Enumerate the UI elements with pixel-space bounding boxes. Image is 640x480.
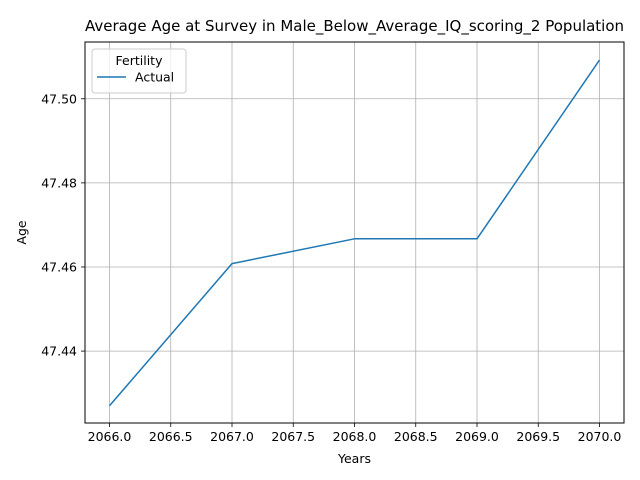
x-tick-label: 2067.0 [210,429,254,444]
chart-title: Average Age at Survey in Male_Below_Aver… [85,17,624,36]
y-tick-label: 47.44 [41,344,77,359]
x-tick-label: 2070.0 [578,429,622,444]
y-tick-label: 47.48 [41,175,77,190]
y-tick-label: 47.50 [41,91,77,106]
grid-lines [85,42,624,423]
x-axis-ticks: 2066.0 2066.5 2067.0 2067.5 2068.0 2068.5 2069… [88,423,622,444]
x-tick-label: 2067.5 [271,429,315,444]
x-tick-label: 2068.0 [333,429,377,444]
legend-box [91,48,187,94]
x-axis-label: Years [337,451,371,466]
legend: Fertility Actual [91,48,187,94]
x-tick-label: 2069.5 [516,429,560,444]
y-axis-ticks: 47.44 47.46 47.48 47.50 [41,91,85,359]
x-tick-label: 2069.0 [455,429,499,444]
y-tick-label: 47.46 [41,259,77,274]
x-tick-label: 2068.5 [394,429,438,444]
series-line [108,59,601,407]
legend-label: Actual [135,70,174,85]
series-layer [108,59,601,407]
x-tick-label: 2066.5 [149,429,193,444]
x-tick-label: 2066.0 [88,429,132,444]
legend-title: Fertility [116,53,164,68]
y-axis-label: Age [14,220,29,244]
